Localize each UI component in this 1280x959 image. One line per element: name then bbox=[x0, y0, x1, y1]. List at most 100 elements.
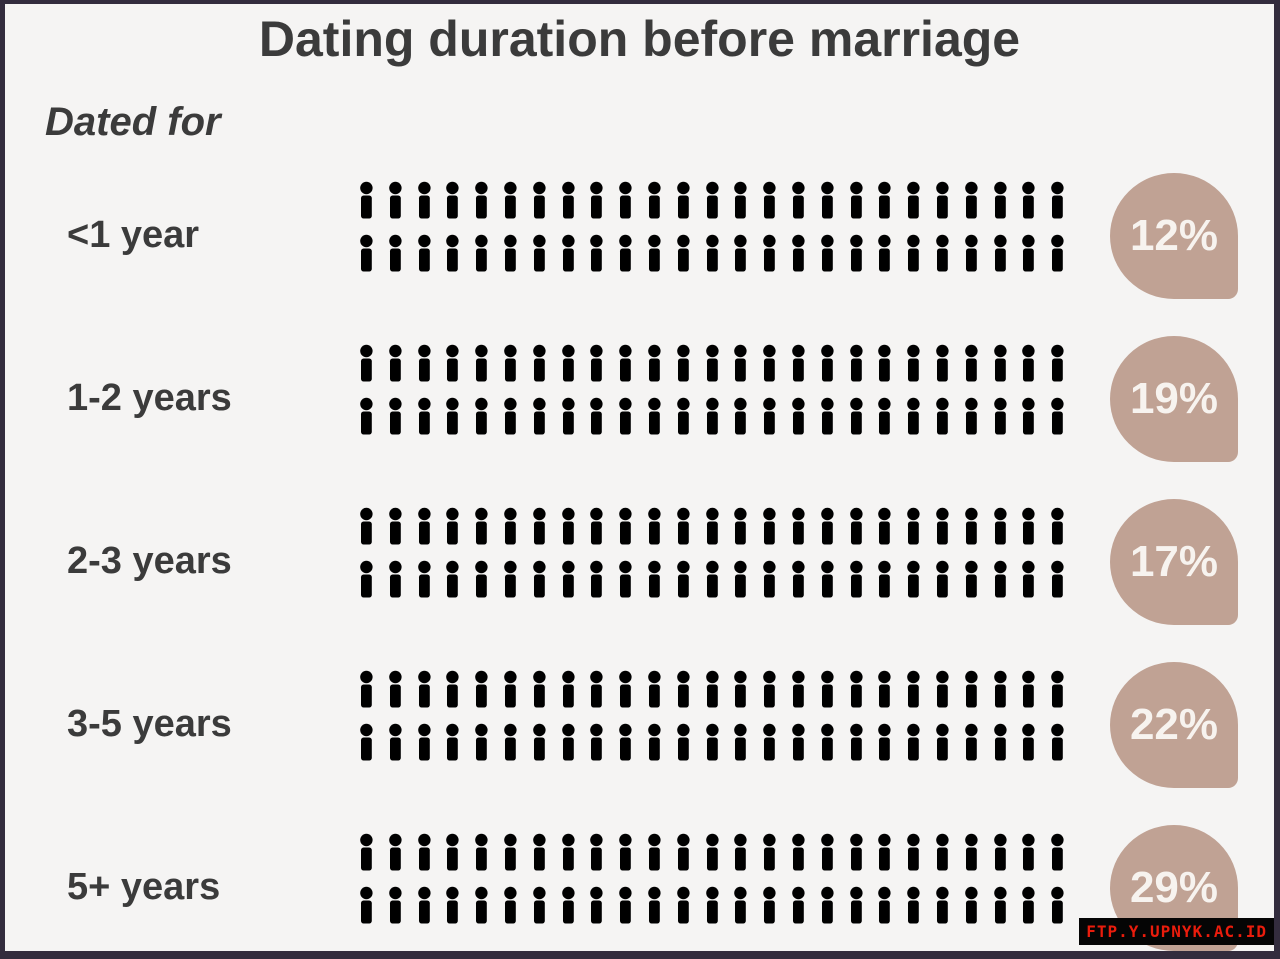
person-icon bbox=[904, 507, 923, 561]
icon-line bbox=[352, 234, 1074, 290]
person-icon bbox=[817, 344, 837, 398]
person-icon bbox=[587, 833, 607, 887]
person-icon bbox=[385, 670, 405, 724]
person-icon bbox=[472, 670, 491, 724]
person-icon bbox=[385, 560, 405, 614]
person-icon bbox=[846, 886, 866, 940]
person-icon bbox=[702, 833, 722, 887]
person-icon bbox=[817, 560, 837, 614]
person-icon bbox=[644, 723, 664, 777]
person-icon bbox=[1048, 833, 1067, 887]
person-icon bbox=[673, 723, 693, 777]
icon-line bbox=[352, 397, 1074, 453]
person-icon bbox=[846, 507, 866, 561]
person-icon bbox=[932, 397, 952, 451]
person-icon bbox=[731, 507, 751, 561]
person-icon bbox=[500, 344, 520, 398]
person-icon bbox=[500, 397, 520, 451]
person-icon bbox=[760, 234, 779, 288]
person-icon bbox=[356, 507, 376, 561]
person-icon bbox=[760, 670, 779, 724]
icon-line bbox=[352, 833, 1074, 889]
person-icon bbox=[644, 833, 664, 887]
person-icon bbox=[644, 181, 664, 235]
person-icon bbox=[788, 234, 808, 288]
person-icon bbox=[644, 344, 664, 398]
person-icon bbox=[587, 670, 607, 724]
person-icon bbox=[817, 181, 837, 235]
person-icon bbox=[673, 181, 693, 235]
person-icon bbox=[500, 181, 520, 235]
icon-line bbox=[352, 886, 1074, 942]
person-icon bbox=[529, 670, 549, 724]
person-icon bbox=[731, 833, 751, 887]
person-icon bbox=[500, 723, 520, 777]
person-icon bbox=[443, 181, 463, 235]
person-icon bbox=[356, 560, 376, 614]
person-icon bbox=[644, 397, 664, 451]
person-icon bbox=[443, 507, 463, 561]
badge-column: 17% bbox=[1074, 498, 1274, 625]
person-icon bbox=[616, 344, 635, 398]
person-icon bbox=[961, 723, 981, 777]
person-icon bbox=[529, 723, 549, 777]
person-icon bbox=[356, 670, 376, 724]
person-icon bbox=[616, 234, 635, 288]
icon-grid bbox=[352, 833, 1074, 942]
person-icon bbox=[385, 886, 405, 940]
person-icon bbox=[616, 723, 635, 777]
person-icon bbox=[500, 833, 520, 887]
person-icon bbox=[356, 344, 376, 398]
person-icon bbox=[904, 833, 923, 887]
person-icon bbox=[1048, 397, 1067, 451]
percentage-badge: 17% bbox=[1110, 498, 1238, 625]
person-icon bbox=[529, 181, 549, 235]
person-icon bbox=[644, 234, 664, 288]
person-icon bbox=[558, 234, 578, 288]
person-icon bbox=[587, 507, 607, 561]
watermark-badge: FTP.Y.UPNYK.AC.ID bbox=[1079, 918, 1274, 945]
chart-row: 1-2 years 19% bbox=[5, 317, 1274, 480]
chart-row: <1 year 12% bbox=[5, 154, 1274, 317]
person-icon bbox=[875, 886, 895, 940]
person-icon bbox=[616, 670, 635, 724]
person-icon bbox=[904, 397, 923, 451]
person-icon bbox=[673, 397, 693, 451]
person-icon bbox=[875, 560, 895, 614]
person-icon bbox=[443, 397, 463, 451]
person-icon bbox=[673, 886, 693, 940]
person-icon bbox=[414, 723, 434, 777]
row-label: 5+ years bbox=[67, 866, 221, 908]
icon-grid bbox=[352, 507, 1074, 616]
person-icon bbox=[1048, 670, 1067, 724]
person-icon bbox=[644, 886, 664, 940]
person-icon bbox=[932, 181, 952, 235]
person-icon bbox=[587, 234, 607, 288]
person-icon bbox=[673, 833, 693, 887]
person-icon bbox=[356, 833, 376, 887]
person-icon bbox=[990, 670, 1010, 724]
person-icon bbox=[1048, 886, 1067, 940]
person-icon bbox=[1019, 234, 1039, 288]
person-icon bbox=[356, 181, 376, 235]
person-icon bbox=[817, 507, 837, 561]
person-icon bbox=[414, 344, 434, 398]
row-label: 1-2 years bbox=[67, 377, 232, 419]
person-icon bbox=[817, 723, 837, 777]
person-icon bbox=[961, 397, 981, 451]
person-icon bbox=[731, 181, 751, 235]
person-icon bbox=[846, 670, 866, 724]
person-icon bbox=[932, 344, 952, 398]
person-icon bbox=[529, 560, 549, 614]
person-icon bbox=[472, 234, 491, 288]
person-icon bbox=[558, 886, 578, 940]
person-icon bbox=[932, 560, 952, 614]
person-icon bbox=[443, 560, 463, 614]
page-title: Dating duration before marriage bbox=[258, 11, 1021, 67]
person-icon bbox=[356, 397, 376, 451]
person-icon bbox=[846, 833, 866, 887]
icon-line bbox=[352, 344, 1074, 400]
person-icon bbox=[702, 181, 722, 235]
person-icon bbox=[875, 234, 895, 288]
person-icon bbox=[990, 886, 1010, 940]
